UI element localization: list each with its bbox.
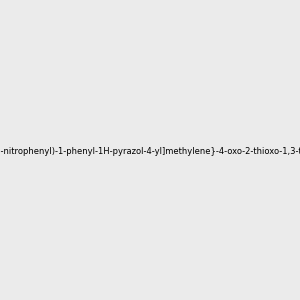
Text: 2-chloro-N-((5Z)-5-{[3-(3-nitrophenyl)-1-phenyl-1H-pyrazol-4-yl]methylene}-4-oxo: 2-chloro-N-((5Z)-5-{[3-(3-nitrophenyl)-1…: [0, 147, 300, 156]
